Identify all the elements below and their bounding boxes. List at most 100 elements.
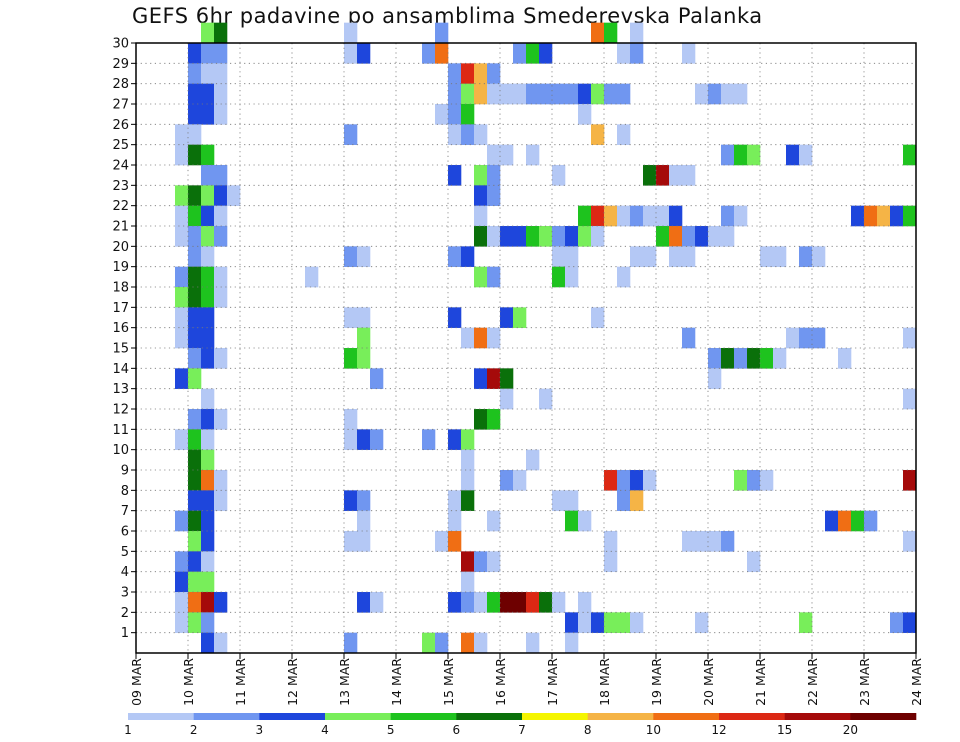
heatmap-cell (552, 83, 566, 105)
heatmap-cell (448, 104, 462, 125)
heatmap-cell (552, 165, 566, 186)
heatmap-cell (890, 205, 904, 227)
heatmap-cell (760, 348, 774, 369)
heatmap-cell (175, 510, 189, 532)
heatmap-cell (201, 144, 215, 166)
legend-swatch (522, 713, 588, 720)
y-tick-label: 12 (112, 403, 129, 418)
heatmap-cell (344, 490, 358, 511)
heatmap-cell (734, 83, 748, 105)
dotted-grid (136, 42, 916, 653)
heatmap-cell (175, 429, 189, 450)
heatmap-cell (500, 83, 514, 105)
heatmap-cell (487, 144, 501, 166)
heatmap-cell (188, 571, 202, 593)
heatmap-cell (903, 388, 917, 410)
heatmap-cell (201, 104, 215, 125)
heatmap-cell (214, 104, 228, 125)
heatmap-cell (643, 470, 657, 491)
heatmap-cell (370, 592, 384, 613)
y-tick-label: 30 (112, 37, 129, 52)
heatmap-cell (591, 307, 605, 328)
heatmap-cell (175, 571, 189, 593)
y-tick-label: 18 (112, 281, 129, 296)
heatmap-cell (604, 83, 618, 105)
heatmap-cell (201, 409, 215, 430)
heatmap-cell (513, 592, 527, 613)
y-tick-label: 29 (112, 57, 129, 72)
heatmap-cell (864, 510, 878, 532)
heatmap-cell (175, 612, 189, 633)
heatmap-cell (175, 327, 189, 349)
heatmap-cell (747, 470, 761, 491)
heatmap-cell (487, 409, 501, 430)
heatmap-cell (825, 510, 839, 532)
heatmap-cell (565, 632, 579, 654)
heatmap-cell (708, 348, 722, 369)
heatmap-cell (357, 327, 371, 349)
heatmap-cell (474, 327, 488, 349)
heatmap-cell (682, 165, 696, 186)
heatmap-cell (604, 205, 618, 227)
heatmap-cell (201, 43, 215, 64)
heatmap-cell (513, 43, 527, 64)
heatmap-cell (604, 531, 618, 552)
heatmap-cell (851, 510, 865, 532)
heatmap-cell (201, 510, 215, 532)
heatmap-cell (188, 470, 202, 491)
heatmap-cell (175, 551, 189, 572)
heatmap-cell (175, 205, 189, 227)
heatmap-cell (227, 185, 241, 206)
legend-swatch (390, 713, 457, 720)
heatmap-cell (435, 43, 449, 64)
heatmap-cell (461, 246, 475, 267)
heatmap-cell (188, 226, 202, 247)
heatmap-cell (175, 124, 189, 145)
x-tick-label: 18 MAR (597, 658, 612, 706)
legend-swatch (193, 713, 260, 720)
heatmap-cell (188, 185, 202, 206)
heatmap-cell (357, 348, 371, 369)
heatmap-cell (487, 266, 501, 288)
heatmap-cell (435, 22, 449, 44)
legend-label: 4 (321, 723, 329, 737)
y-axis: 1234567891011121314151617181920212223242… (112, 37, 136, 641)
heatmap-cell (643, 205, 657, 227)
heatmap-cell (201, 327, 215, 349)
heatmap-cell (188, 612, 202, 633)
heatmap-cell (526, 592, 540, 613)
heatmap-cell (214, 490, 228, 511)
heatmap-cell (461, 592, 475, 613)
heatmap-cell (188, 551, 202, 572)
legend-label: 20 (843, 723, 858, 737)
y-tick-label: 5 (121, 545, 129, 560)
x-tick-label: 16 MAR (493, 658, 508, 706)
heatmap-cell (734, 205, 748, 227)
heatmap-cell (812, 327, 826, 349)
heatmap-cell (630, 246, 644, 267)
y-tick-label: 11 (112, 423, 129, 438)
heatmap-cell (565, 226, 579, 247)
heatmap-cell (708, 226, 722, 247)
y-tick-label: 24 (112, 159, 129, 174)
legend-label: 8 (584, 723, 592, 737)
x-tick-label: 13 MAR (337, 658, 352, 706)
heatmap-cell (552, 592, 566, 613)
heatmap-cell (214, 409, 228, 430)
heatmap-cell (617, 612, 631, 633)
heatmap-cell (344, 307, 358, 328)
heatmap-cells (175, 22, 917, 654)
heatmap-cell (201, 348, 215, 369)
y-tick-label: 25 (112, 138, 129, 153)
heatmap-cell (448, 429, 462, 450)
heatmap-cell (578, 205, 592, 227)
heatmap-cell (448, 165, 462, 186)
heatmap-cell (552, 490, 566, 511)
heatmap-cell (526, 144, 540, 166)
heatmap-cell (422, 43, 436, 64)
heatmap-cell (201, 83, 215, 105)
heatmap-cell (604, 612, 618, 633)
heatmap-cell (201, 612, 215, 633)
heatmap-cell (201, 266, 215, 288)
heatmap-cell (500, 388, 514, 410)
